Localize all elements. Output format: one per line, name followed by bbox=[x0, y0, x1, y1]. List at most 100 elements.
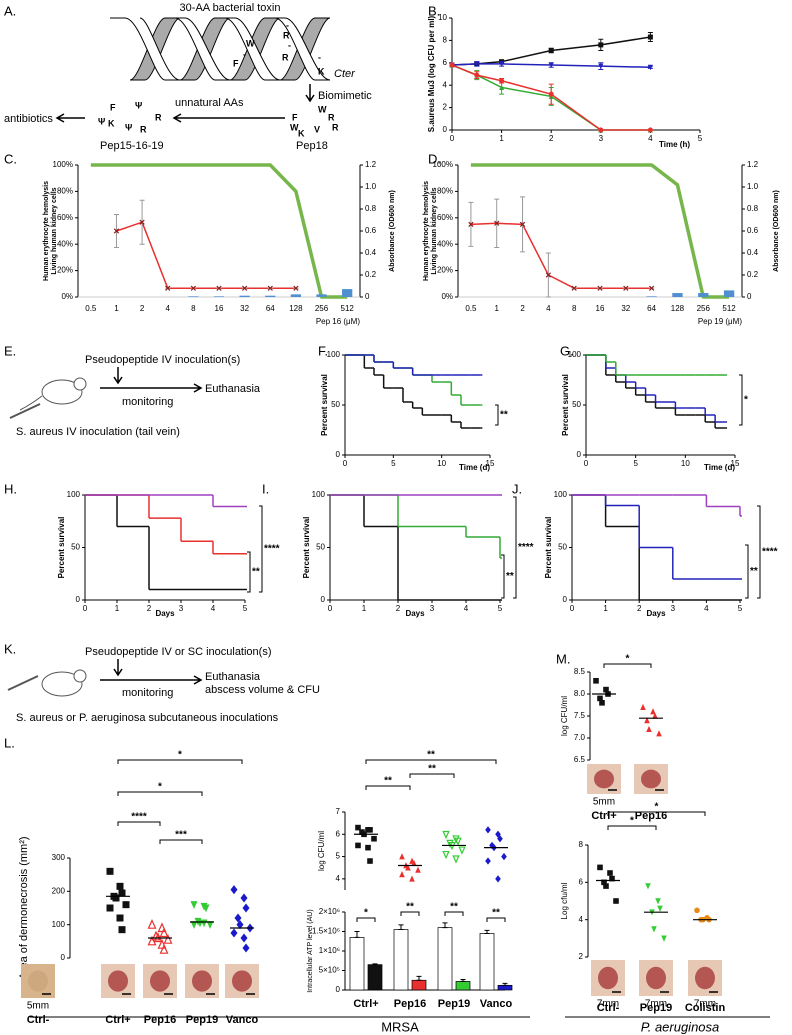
lesion bbox=[594, 769, 614, 789]
significance-label: ** bbox=[252, 567, 260, 578]
data-point bbox=[442, 850, 450, 860]
significance-label: ** bbox=[384, 776, 392, 787]
significance-bracket bbox=[757, 505, 761, 599]
data-point bbox=[106, 904, 114, 912]
data-point bbox=[571, 285, 577, 291]
data-point bbox=[545, 272, 551, 278]
data-point bbox=[365, 844, 371, 851]
panel-label: K. bbox=[4, 641, 16, 656]
bar bbox=[497, 984, 513, 991]
x-tick-label: 10 bbox=[681, 459, 690, 468]
significance-label: * bbox=[364, 908, 368, 919]
significance-label: * bbox=[178, 750, 182, 761]
x-axis-title: Days bbox=[155, 609, 175, 618]
significance-label: **** bbox=[518, 542, 534, 553]
bar bbox=[698, 293, 709, 297]
y-tick-label: 2 bbox=[443, 103, 448, 112]
x-axis-title: Pep 19 (μM) bbox=[698, 317, 743, 326]
data-point bbox=[165, 285, 171, 291]
data-point bbox=[655, 898, 661, 905]
significance-bracket bbox=[409, 773, 455, 778]
data-point bbox=[242, 285, 248, 291]
x-tick-label: 32 bbox=[621, 304, 630, 313]
bar bbox=[239, 295, 250, 297]
y-tick-label: 2×10⁶ bbox=[319, 907, 340, 916]
significance-bracket bbox=[495, 404, 499, 426]
data-point bbox=[652, 712, 658, 719]
data-point bbox=[499, 61, 505, 67]
arrow bbox=[172, 113, 285, 123]
x-tick-label: 10 bbox=[437, 459, 446, 468]
data-point bbox=[234, 913, 242, 923]
y-tick-label: 100% bbox=[433, 160, 453, 169]
data-point bbox=[240, 933, 248, 943]
y-tick-label: 0.6 bbox=[747, 226, 759, 235]
y-tick-label: 200 bbox=[52, 886, 66, 895]
y-tick-label: 8 bbox=[579, 840, 584, 849]
data-point bbox=[495, 875, 501, 883]
data-point bbox=[598, 63, 604, 70]
step-label: monitoring bbox=[122, 687, 173, 699]
data-point bbox=[449, 62, 455, 68]
x-axis-title: Pep 16 (μM) bbox=[316, 317, 361, 326]
data-point bbox=[106, 867, 114, 875]
lesion bbox=[695, 966, 715, 990]
data-point bbox=[293, 285, 299, 291]
y-tick-label: 1.0 bbox=[365, 182, 377, 191]
data-point bbox=[474, 61, 480, 67]
data-point bbox=[499, 78, 505, 84]
x-tick-label: 1 bbox=[603, 604, 608, 613]
significance-label: *** bbox=[175, 830, 187, 841]
y-axis-title: Living human kidney cells bbox=[431, 187, 438, 274]
y2-axis-title: Absorbance (OD600 nm) bbox=[389, 190, 396, 272]
scale-label: 5mm bbox=[593, 797, 615, 808]
data-point bbox=[409, 875, 415, 882]
data-point bbox=[598, 127, 604, 133]
significance-label: ** bbox=[450, 902, 458, 913]
x-axis-title: Days bbox=[646, 609, 666, 618]
data-point bbox=[647, 34, 653, 40]
y-tick-label: 50 bbox=[71, 543, 80, 552]
y-axis-title: Percent survival bbox=[57, 517, 66, 579]
y-tick-label: 50 bbox=[572, 400, 581, 409]
x-tick-label: Colistin bbox=[685, 1002, 726, 1014]
data-point bbox=[647, 127, 653, 133]
bar bbox=[479, 933, 495, 991]
y-axis-title: Percent survival bbox=[320, 374, 329, 436]
scale-label: 7mm bbox=[694, 999, 716, 1010]
y-tick-label: 60% bbox=[437, 213, 453, 222]
residue: R bbox=[332, 122, 339, 132]
significance-label: ** bbox=[406, 902, 414, 913]
data-point bbox=[371, 835, 377, 842]
data-point bbox=[147, 935, 157, 946]
significance-bracket bbox=[486, 917, 506, 922]
significance-label: ** bbox=[427, 750, 435, 761]
y-tick-label: 6 bbox=[579, 877, 584, 886]
step-label: abscess volume & CFU bbox=[205, 684, 320, 696]
data-point bbox=[598, 42, 604, 48]
y-tick-label: 6.5 bbox=[574, 755, 586, 764]
x-tick-label: 512 bbox=[722, 304, 736, 313]
footer: MRSA P. aeruginosa bbox=[30, 1016, 770, 1034]
data-point bbox=[485, 826, 491, 834]
y-tick-label: 6 bbox=[443, 58, 448, 67]
residue: Ψ bbox=[135, 100, 142, 110]
arrow-label: unnatural AAs bbox=[175, 97, 244, 109]
data-point bbox=[157, 922, 167, 933]
y-tick-label: 2 bbox=[579, 952, 584, 961]
residue: R bbox=[283, 30, 290, 40]
y-axis-title: Percent survival bbox=[561, 374, 570, 436]
y-axis-title: log CFU/ml bbox=[560, 696, 569, 736]
y-tick-label: 0 bbox=[336, 985, 341, 994]
data-point bbox=[519, 221, 526, 228]
x-tick-label: 3 bbox=[430, 604, 435, 613]
mouse-icon bbox=[7, 669, 87, 697]
significance-bracket bbox=[745, 544, 749, 599]
residue: - bbox=[318, 52, 321, 62]
y-tick-label: 0 bbox=[336, 450, 341, 459]
x-tick-label: Pep19 bbox=[438, 998, 470, 1010]
data-point bbox=[159, 944, 169, 954]
data-point bbox=[118, 889, 126, 897]
residue: K bbox=[108, 118, 115, 128]
data-point bbox=[355, 824, 361, 831]
